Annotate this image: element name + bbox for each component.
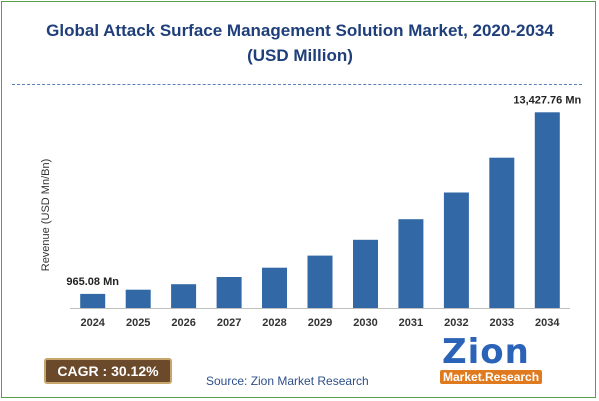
chart-title: Global Attack Surface Management Solutio… [46,21,554,65]
source-note: Source: Zion Market Research [206,374,369,388]
bar-2029 [307,255,333,308]
x-tick-label: 2029 [308,317,332,329]
bar-2032 [443,192,469,308]
logo-main-text: Zion [442,332,530,372]
bar-2030 [353,239,378,308]
x-tick-label: 2034 [535,317,560,329]
bar-2025 [125,289,151,308]
x-tick-label: 2028 [262,317,286,329]
logo-sub-text: Market.Research [440,370,543,384]
bar-2026 [171,284,197,308]
bar-2028 [262,267,287,308]
title-divider [12,84,582,85]
x-tick-label: 2027 [217,317,241,329]
data-label: 13,427.76 Mn [513,94,581,106]
x-tick-label: 2025 [126,317,150,329]
bar-2033 [489,157,515,308]
bar-2027 [216,277,242,308]
data-label: 965.08 Mn [66,276,119,288]
x-tick-label: 2024 [80,317,105,329]
x-tick-label: 2026 [171,317,195,329]
x-tick-label: 2033 [490,317,514,329]
cagr-badge: CAGR : 30.12% [44,358,172,384]
x-tick-label: 2030 [353,317,377,329]
x-tick-label: 2031 [399,317,423,329]
bar-2034 [534,112,560,308]
x-tick-label: 2032 [444,317,468,329]
bar-2031 [398,219,424,308]
bar-2024 [80,293,106,308]
zion-logo: Zion Market.Research [436,332,554,388]
